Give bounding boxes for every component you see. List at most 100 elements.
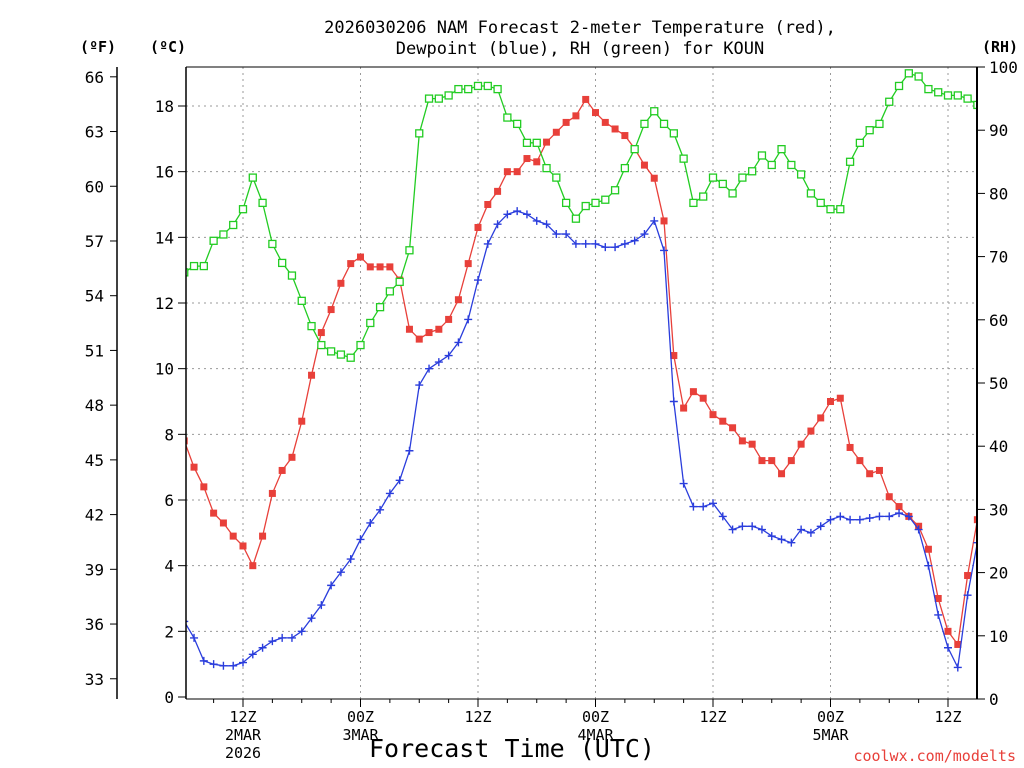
- data-point: [199, 261, 208, 271]
- fahrenheit-tick-label: 57: [85, 232, 104, 251]
- data-point: [944, 627, 952, 635]
- data-point: [581, 239, 590, 248]
- data-point: [219, 661, 228, 670]
- data-point: [395, 476, 404, 485]
- data-point: [934, 88, 943, 97]
- series-line: [186, 210, 978, 670]
- data-point: [513, 168, 521, 176]
- data-point: [885, 97, 894, 106]
- data-point: [856, 457, 864, 465]
- data-point: [885, 512, 894, 521]
- data-point: [670, 352, 678, 360]
- data-point: [483, 239, 492, 248]
- data-point: [787, 160, 796, 170]
- data-point: [464, 315, 473, 324]
- data-point: [846, 443, 854, 451]
- data-point: [386, 263, 394, 271]
- data-point: [1013, 136, 1020, 143]
- x-tick-label: 4MAR: [577, 726, 614, 744]
- data-point: [473, 81, 483, 91]
- celsius-tick-label: 14: [155, 228, 174, 247]
- data-point: [934, 595, 942, 602]
- rh-tick-label: 100: [989, 58, 1018, 77]
- data-point: [307, 321, 316, 331]
- x-tick-label: 12Z: [464, 708, 491, 726]
- data-point: [543, 138, 551, 146]
- data-point: [484, 201, 492, 208]
- data-point: [660, 246, 669, 255]
- data-point: [866, 470, 874, 478]
- data-point: [268, 489, 276, 497]
- data-point: [768, 457, 776, 465]
- data-point: [689, 388, 697, 396]
- data-point: [924, 84, 933, 94]
- data-point: [346, 353, 355, 362]
- data-point: [542, 163, 551, 173]
- celsius-tick-label: 18: [155, 97, 174, 116]
- data-point: [238, 205, 248, 214]
- data-point: [777, 145, 786, 154]
- celsius-tick-label: 12: [155, 294, 174, 313]
- x-tick-label: 00Z: [347, 708, 374, 726]
- data-point: [914, 525, 923, 534]
- data-point: [454, 296, 462, 304]
- credit-label: coolwx.com/modelts: [853, 747, 1016, 765]
- data-point: [503, 210, 512, 219]
- data-point: [503, 113, 512, 122]
- data-point: [679, 479, 688, 488]
- data-point: [258, 198, 267, 208]
- data-point: [336, 350, 346, 359]
- data-point: [904, 512, 913, 521]
- data-point: [826, 515, 835, 524]
- celsius-tick-label: 2: [164, 622, 174, 641]
- x-tick-label: 00Z: [582, 708, 609, 726]
- data-point: [993, 476, 1001, 484]
- data-point: [709, 499, 717, 508]
- data-point: [454, 84, 463, 94]
- data-point: [934, 610, 943, 619]
- data-point: [855, 138, 865, 147]
- fahrenheit-tick-label: 36: [85, 615, 104, 634]
- data-point: [239, 542, 247, 550]
- fahrenheit-unit-label: (ºF): [80, 38, 116, 56]
- data-point: [297, 627, 306, 636]
- x-tick-label: 12Z: [229, 708, 256, 726]
- data-point: [738, 173, 747, 182]
- data-point: [620, 163, 630, 173]
- data-point: [209, 236, 218, 245]
- x-tick-label: 2MAR: [225, 726, 262, 744]
- data-point: [650, 216, 659, 225]
- data-point: [846, 515, 855, 524]
- data-point: [425, 329, 433, 337]
- data-point: [944, 643, 952, 652]
- data-point: [581, 201, 590, 211]
- rh-unit-label: (RH): [982, 38, 1018, 56]
- data-point: [366, 263, 374, 271]
- data-point: [865, 514, 874, 523]
- data-point: [875, 466, 883, 474]
- data-point: [542, 220, 551, 229]
- fahrenheit-tick-label: 66: [85, 68, 104, 87]
- data-point: [797, 440, 805, 448]
- data-point: [709, 411, 717, 419]
- data-point: [953, 91, 962, 100]
- data-point: [894, 81, 904, 91]
- data-point: [308, 371, 316, 379]
- data-point: [532, 138, 541, 147]
- data-point: [728, 189, 737, 198]
- celsius-tick-label: 6: [164, 491, 174, 510]
- data-point: [816, 198, 825, 208]
- data-point: [278, 633, 287, 642]
- data-point: [748, 440, 756, 448]
- data-point: [767, 532, 776, 541]
- data-point: [610, 186, 620, 195]
- data-point: [816, 522, 825, 531]
- data-point: [317, 329, 325, 337]
- x-tick-label: 5MAR: [812, 726, 849, 744]
- data-point: [278, 258, 287, 268]
- data-point: [229, 661, 238, 670]
- data-point: [826, 205, 835, 214]
- data-point: [337, 279, 345, 287]
- data-point: [758, 457, 766, 465]
- data-point: [385, 489, 394, 498]
